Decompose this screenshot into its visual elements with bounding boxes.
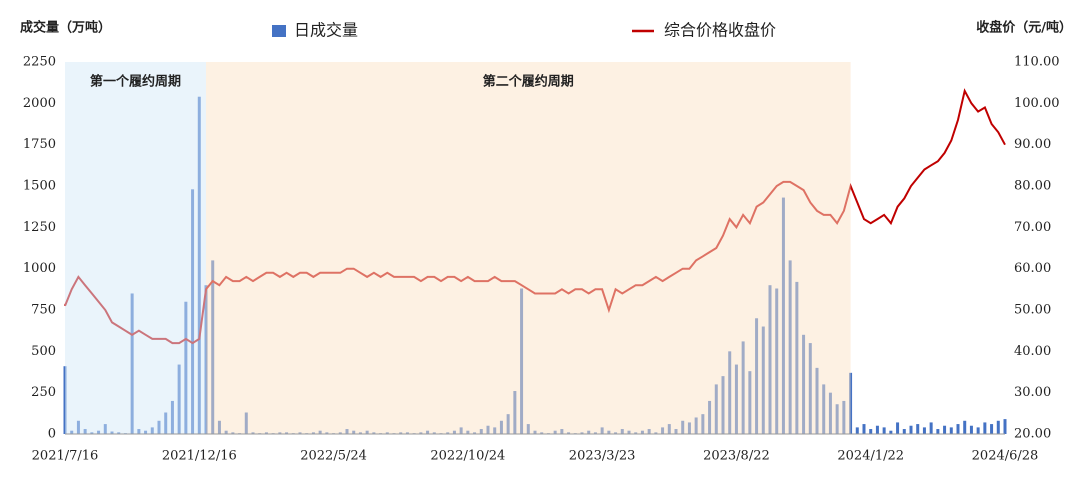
y-tick-label: 750 [31,303,56,318]
bar [902,429,906,434]
x-tick-label: 2023/3/23 [569,449,636,464]
legend-label: 日成交量 [294,21,358,40]
y-tick-label: 500 [31,344,56,359]
legend-label: 综合价格收盘价 [664,21,776,40]
period-label: 第一个履约周期 [90,74,181,90]
x-tick-label: 2024/1/22 [837,449,904,464]
bar [990,424,994,434]
period-region [65,62,206,434]
y2-tick-label: 110.00 [1014,55,1060,70]
y-tick-label: 1500 [23,179,56,194]
period-region [206,62,851,434]
bar [996,420,1000,434]
x-tick-label: 2021/12/16 [162,449,237,464]
y-tick-label: 1250 [23,220,56,235]
bar [1003,419,1007,434]
y-tick-label: 1750 [23,137,56,152]
bar [956,424,960,434]
bar [875,425,879,434]
bar [983,422,987,434]
y-tick-label: 1000 [23,261,56,276]
y-tick-label: 2250 [23,55,56,70]
bar [896,422,900,434]
x-tick-label: 2021/7/16 [32,449,99,464]
bar [909,425,913,434]
bar [929,422,933,434]
x-tick-label: 2023/8/22 [703,449,770,464]
legend-swatch [272,25,286,37]
y2-tick-label: 20.00 [1014,427,1051,442]
y-tick-label: 0 [48,427,56,442]
x-tick-label: 2024/6/28 [972,449,1039,464]
period-label: 第二个履约周期 [483,74,574,90]
bar [943,425,947,434]
bar [916,424,920,434]
x-tick-label: 2022/10/24 [430,449,505,464]
y-tick-label: 2000 [23,96,56,111]
y2-tick-label: 30.00 [1014,385,1051,400]
y-tick-label: 250 [31,385,56,400]
y-axis-title: 成交量（万吨） [20,20,111,36]
y2-tick-label: 80.00 [1014,179,1051,194]
bar [862,424,866,434]
y2-tick-label: 90.00 [1014,137,1051,152]
bar [922,427,926,434]
y2-tick-label: 60.00 [1014,261,1051,276]
y2-tick-label: 100.00 [1014,96,1060,111]
bar [949,427,953,434]
bar [976,427,980,434]
bar [889,430,893,434]
bar [969,425,973,434]
y2-tick-label: 50.00 [1014,303,1051,318]
bar [936,429,940,434]
x-tick-label: 2022/5/24 [300,449,367,464]
bar [869,429,873,434]
y2-tick-label: 40.00 [1014,344,1051,359]
bar [882,427,886,434]
y2-tick-label: 70.00 [1014,220,1051,235]
bar [855,427,859,434]
y2-axis-title: 收盘价（元/吨） [976,20,1072,36]
bar [963,420,967,434]
